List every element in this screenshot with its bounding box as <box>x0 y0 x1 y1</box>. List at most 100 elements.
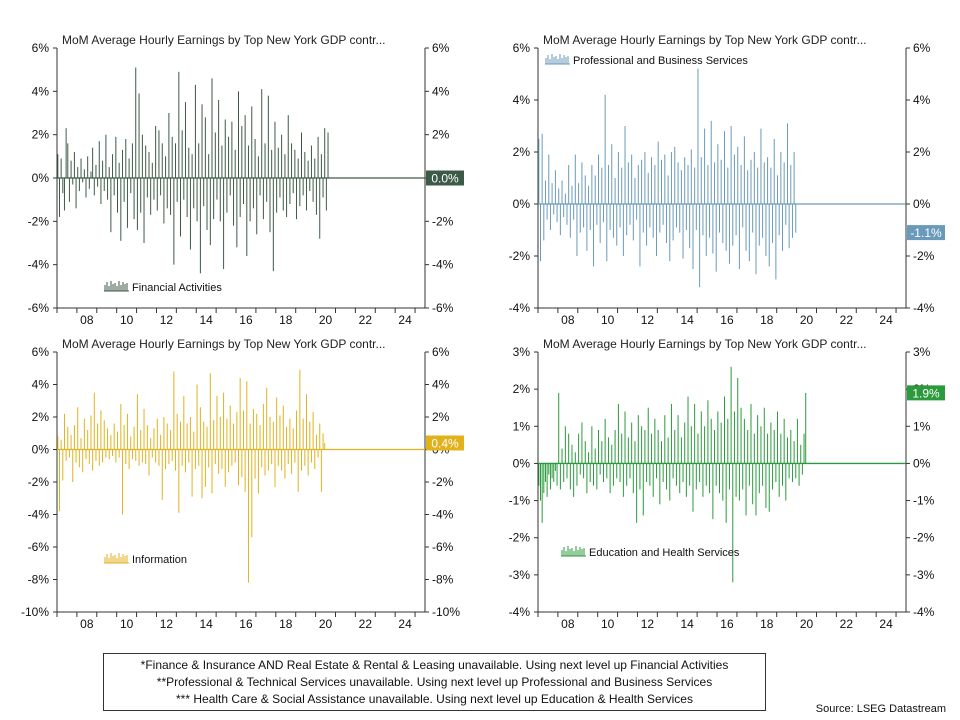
x-tick-label: 16 <box>239 313 253 327</box>
y-tick-label-right: -4% <box>913 605 935 619</box>
x-tick-label: 14 <box>200 617 214 631</box>
y-tick-label-left: -8% <box>28 573 50 587</box>
chart-panel-1: MoM Average Hourly Earnings by Top New Y… <box>28 33 464 327</box>
chart-title: MoM Average Hourly Earnings by Top New Y… <box>62 33 386 47</box>
y-tick-label-right: 4% <box>432 84 450 98</box>
last-value-label: 1.9% <box>912 386 940 400</box>
x-tick-label: 08 <box>561 617 575 631</box>
y-tick-label-right: -1% <box>913 494 935 508</box>
y-tick-label-right: -4% <box>432 508 454 522</box>
x-tick-label: 18 <box>279 617 293 631</box>
footnote-line-1: *Finance & Insurance AND Real Estate & R… <box>140 658 729 672</box>
x-tick-label: 12 <box>160 617 174 631</box>
y-tick-label-right: 0% <box>913 197 931 211</box>
last-value-label: 0.0% <box>431 172 459 186</box>
y-tick-label-left: 2% <box>32 128 50 142</box>
y-tick-label-left: 6% <box>32 41 50 55</box>
legend-label: Professional and Business Services <box>573 55 748 67</box>
y-tick-label-right: 6% <box>913 41 931 55</box>
y-tick-label-right: -4% <box>913 301 935 315</box>
chart-title: MoM Average Hourly Earnings by Top New Y… <box>543 337 867 351</box>
y-tick-label-right: -6% <box>432 301 454 315</box>
y-tick-label-right: -3% <box>913 568 935 582</box>
last-value-badge <box>907 225 945 241</box>
y-tick-label-right: 6% <box>432 345 450 359</box>
legend: Education and Health Services <box>561 546 740 559</box>
x-tick-label: 14 <box>681 617 695 631</box>
x-tick-label: 20 <box>319 617 333 631</box>
bar-series <box>57 67 329 274</box>
y-tick-label-left: -6% <box>28 301 50 315</box>
chart-panel-3: MoM Average Hourly Earnings by Top New Y… <box>21 337 464 631</box>
y-tick-label-left: 3% <box>513 345 531 359</box>
chart-panel-4: MoM Average Hourly Earnings by Top New Y… <box>509 337 945 631</box>
y-tick-label-left: 4% <box>513 93 531 107</box>
x-tick-label: 10 <box>601 617 615 631</box>
x-tick-label: 14 <box>681 313 695 327</box>
x-tick-label: 12 <box>160 313 174 327</box>
y-tick-label-left: 2% <box>513 145 531 159</box>
last-value-badge <box>907 385 945 401</box>
x-tick-label: 10 <box>120 617 134 631</box>
x-tick-label: 10 <box>601 313 615 327</box>
chart-title: MoM Average Hourly Earnings by Top New Y… <box>62 337 386 351</box>
x-tick-label: 14 <box>200 313 214 327</box>
x-tick-label: 12 <box>641 617 655 631</box>
x-tick-label: 20 <box>319 313 333 327</box>
y-tick-label-left: 0% <box>32 443 50 457</box>
y-tick-label-right: 2% <box>432 410 450 424</box>
y-tick-label-right: 0% <box>913 456 931 470</box>
y-tick-label-left: -2% <box>509 531 531 545</box>
footnote-line-3: *** Health Care & Social Assistance unav… <box>176 692 693 706</box>
y-tick-label-right: -8% <box>432 573 454 587</box>
y-tick-label-left: 4% <box>32 378 50 392</box>
legend-label: Information <box>132 554 187 566</box>
x-tick-label: 24 <box>398 617 412 631</box>
last-value-label: 0.4% <box>431 437 459 451</box>
y-tick-label-left: 6% <box>513 41 531 55</box>
y-tick-label-left: 1% <box>513 419 531 433</box>
y-tick-label-left: -4% <box>509 301 531 315</box>
x-tick-label: 16 <box>239 617 253 631</box>
x-tick-label: 22 <box>359 617 373 631</box>
x-tick-label: 18 <box>760 617 774 631</box>
x-tick-label: 08 <box>80 617 94 631</box>
x-tick-label: 08 <box>561 313 575 327</box>
last-value-badge <box>426 435 464 451</box>
chart-title: MoM Average Hourly Earnings by Top New Y… <box>543 33 867 47</box>
x-tick-label: 22 <box>840 313 854 327</box>
bar-series <box>538 68 797 288</box>
y-tick-label-right: 4% <box>432 378 450 392</box>
y-tick-label-left: 0% <box>513 197 531 211</box>
y-tick-label-right: 6% <box>432 41 450 55</box>
y-tick-label-left: -3% <box>509 568 531 582</box>
source-label: Source: LSEG Datastream <box>815 703 946 715</box>
y-tick-label-right: -4% <box>432 258 454 272</box>
y-tick-label-right: 3% <box>913 345 931 359</box>
y-tick-label-left: 2% <box>513 382 531 396</box>
y-tick-label-right: -10% <box>432 605 460 619</box>
footnote-box: *Finance & Insurance AND Real Estate & R… <box>103 653 766 711</box>
x-tick-label: 24 <box>879 617 893 631</box>
y-tick-label-right: -2% <box>432 475 454 489</box>
y-tick-label-left: 6% <box>32 345 50 359</box>
x-tick-label: 18 <box>279 313 293 327</box>
legend: Information <box>104 553 187 566</box>
y-tick-label-left: -2% <box>28 214 50 228</box>
x-tick-label: 12 <box>641 313 655 327</box>
y-tick-label-right: -2% <box>913 249 935 263</box>
x-tick-label: 24 <box>879 313 893 327</box>
x-tick-label: 18 <box>760 313 774 327</box>
y-tick-label-left: -4% <box>509 605 531 619</box>
x-tick-label: 20 <box>800 617 814 631</box>
y-tick-label-left: -6% <box>28 540 50 554</box>
last-value-badge <box>426 170 464 186</box>
y-tick-label-left: 2% <box>32 410 50 424</box>
y-tick-label-right: -2% <box>913 531 935 545</box>
y-tick-label-left: -4% <box>28 258 50 272</box>
legend: Professional and Business Services <box>545 54 748 67</box>
y-tick-label-right: 1% <box>913 419 931 433</box>
x-tick-label: 16 <box>720 313 734 327</box>
y-tick-label-left: -4% <box>28 508 50 522</box>
